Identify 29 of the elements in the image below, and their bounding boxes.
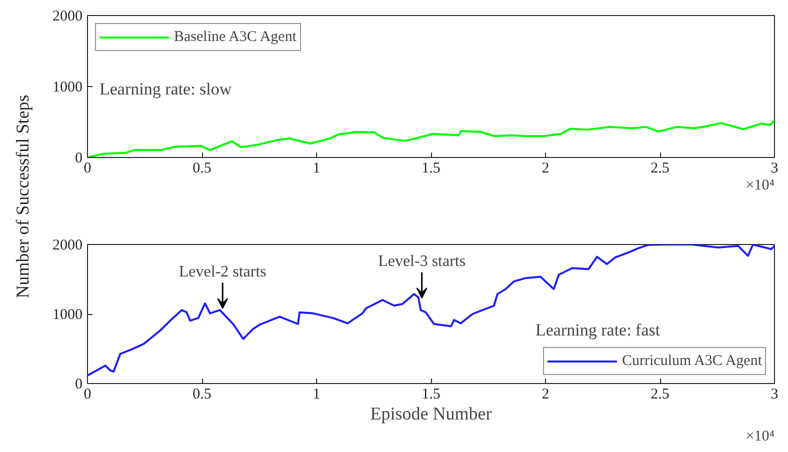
text: ×10⁴ [746,178,775,194]
annotation: Level-3 starts [378,253,466,270]
x-tick-label: 1 [312,386,320,402]
y-tick-label: 0 [75,150,82,166]
x-tick-label: 2 [542,386,550,402]
annotation: Learning rate: fast [536,320,660,340]
x-tick-label: 2.5 [650,160,670,176]
y-tick-label: 2000 [52,238,82,254]
annotation: Learning rate: slow [100,80,232,98]
x-tick-label: 0.5 [192,386,212,402]
legend-label: Baseline A3C Agent [174,28,296,46]
x-tick-label: 2.5 [650,386,670,402]
x-tick-label: 2 [542,160,550,176]
annotation: Level-2 starts [178,264,266,281]
y-axis-title: Number of Successful Steps [12,94,32,298]
x-tick-label: 1 [312,160,320,176]
line-series [88,244,774,377]
legend-label: Curriculum A3C Agent [622,352,762,370]
y-tick-label: 0 [75,376,82,392]
x-axis-title: Episode Number [370,404,492,424]
x-tick-label: 1.5 [422,160,440,176]
x-tick-label: 1.5 [422,386,440,402]
y-tick-label: 1000 [52,80,82,96]
x-tick-label: 3 [770,160,778,176]
y-tick-label: 1000 [52,307,82,323]
y-tick-label: 2000 [52,8,82,24]
x-tick-label: 0.5 [192,160,212,176]
x-tick-label: 3 [770,386,778,402]
text: ×10⁴ [746,428,775,444]
